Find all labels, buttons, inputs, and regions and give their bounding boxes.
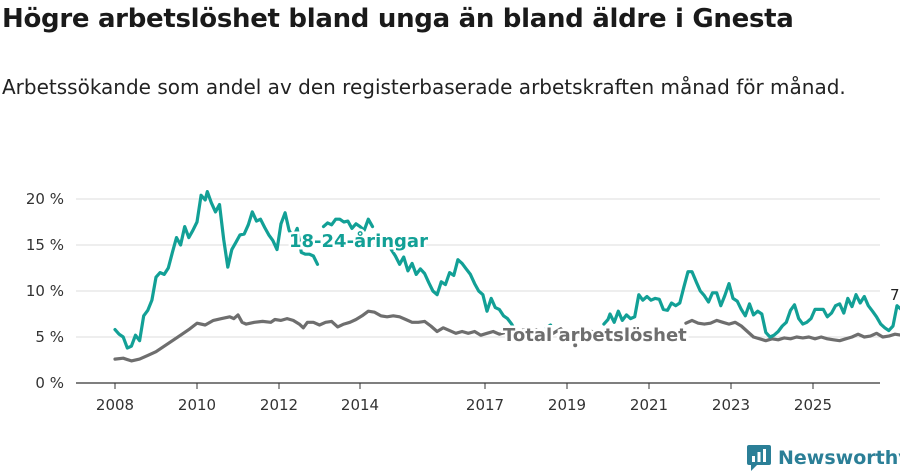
- total-series-line: [684, 318, 900, 343]
- x-tick-label: 2014: [341, 396, 379, 414]
- brand-name: Newsworthy: [778, 447, 900, 469]
- youth-series-line: [544, 323, 553, 330]
- chart-title: Högre arbetslöshet bland unga än bland ä…: [2, 4, 794, 34]
- y-tick-label: 5 %: [35, 328, 64, 346]
- x-tick-label: 2019: [548, 396, 586, 414]
- x-tick-label: 2025: [794, 396, 832, 414]
- y-tick-label: 0 %: [35, 374, 64, 392]
- newsworthy-logo-icon: [747, 445, 771, 471]
- youth-end-label: 7,2 %: [890, 286, 900, 304]
- total-series-line-point: [573, 343, 578, 348]
- youth-series-line: [321, 217, 375, 232]
- youth-series-line: [113, 190, 320, 350]
- youth-series-line: [602, 270, 900, 339]
- youth-series-line: [389, 248, 526, 339]
- x-tick-label: 2021: [630, 396, 668, 414]
- youth-series-label: 18-24-åringar: [289, 230, 428, 252]
- y-tick-label: 10 %: [26, 282, 64, 300]
- brand-logo: Newsworthy: [746, 444, 900, 472]
- chart-subtitle: Arbetssökande som andel av den registerb…: [2, 75, 846, 99]
- total-series-label: Total arbetslöshet: [503, 325, 687, 346]
- x-tick-label: 2023: [712, 396, 750, 414]
- x-tick-label: 2017: [466, 396, 504, 414]
- y-tick-label: 15 %: [26, 236, 64, 254]
- y-tick-label: 20 %: [26, 190, 64, 208]
- x-tick-label: 2010: [178, 396, 216, 414]
- x-tick-label: 2012: [260, 396, 298, 414]
- x-tick-label: 2008: [96, 396, 134, 414]
- total-series-line: [113, 309, 608, 363]
